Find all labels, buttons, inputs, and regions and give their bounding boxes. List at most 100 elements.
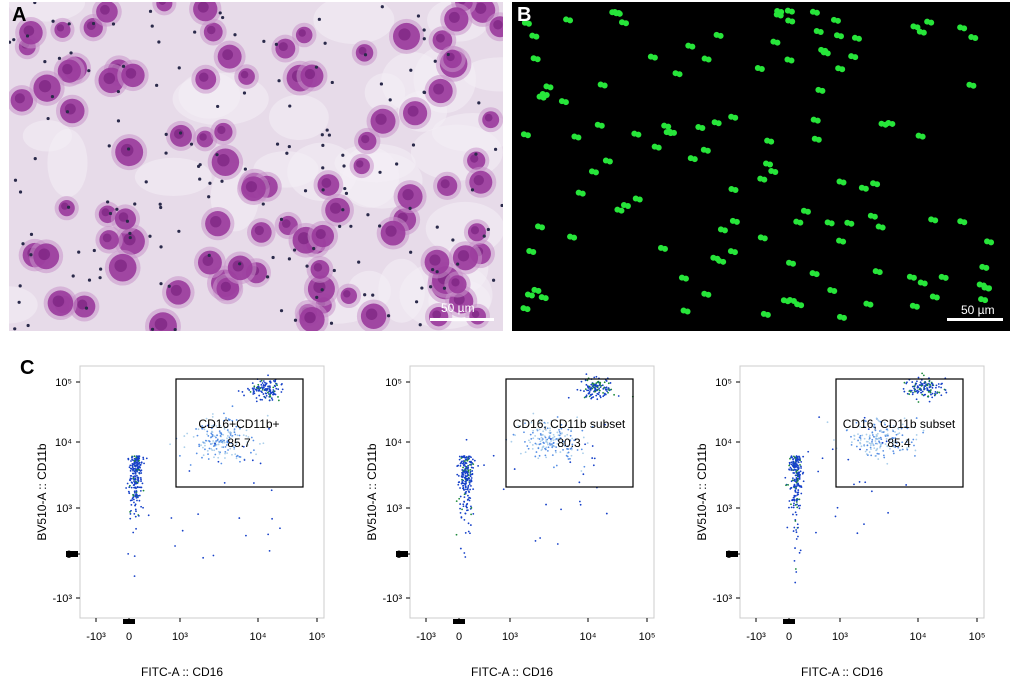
data-point [564,435,566,437]
data-point [502,488,505,491]
data-point [583,390,585,392]
micrograph-a-pore [470,188,475,192]
micrograph-a-pore [265,275,270,279]
micrograph-b-cell [635,131,642,138]
micrograph-a-pore [321,188,325,192]
data-point [879,436,882,439]
data-point [921,390,924,393]
data-point [856,532,859,535]
data-point [457,483,460,486]
data-point [587,389,590,392]
data-point [550,443,553,446]
micrograph-b-cell [817,29,824,36]
data-point [239,427,241,430]
data-point [465,482,468,484]
data-point [913,389,916,392]
data-point [570,447,573,449]
data-point [213,435,216,438]
data-point [140,478,142,481]
data-point [464,480,467,483]
micrograph-a-pore [159,205,163,210]
y-zero-marker [726,551,738,557]
data-point [940,386,943,389]
micrograph-b-cell [720,258,727,265]
data-point [245,429,248,432]
data-point [923,382,926,385]
data-point [127,490,130,493]
data-point [558,445,561,448]
micrograph-a-pore [99,267,103,271]
data-point [137,494,140,497]
data-point [466,506,468,509]
data-point [833,439,835,441]
micrograph-a-pore [71,274,75,278]
data-point [786,526,789,529]
data-point [907,446,910,449]
data-point [133,462,136,465]
data-point [800,465,802,468]
micrograph-b-image [520,7,995,321]
micrograph-a-pore [474,152,478,156]
micrograph-a-pore [320,288,324,292]
data-point [867,428,870,431]
data-point [795,538,798,540]
data-point [229,431,232,434]
data-point [223,439,226,442]
data-point [831,448,834,451]
data-point [470,513,472,516]
micrograph-b-cell [684,308,691,315]
micrograph-a-nucleus [402,189,414,201]
micrograph-a-pore [321,166,325,170]
micrograph-a-pore [357,260,361,264]
data-point [793,484,796,487]
data-point [560,427,563,430]
data-point [544,422,547,425]
data-point [603,386,605,389]
micrograph-a-nucleus [356,160,364,168]
micrograph-b-cell [840,179,847,186]
data-point [876,442,879,445]
micrograph-a-nucleus [197,2,209,13]
data-point [537,457,540,460]
micrograph-a-pore [148,234,152,238]
y-axis-label: BV510-A :: CD11b [695,443,709,540]
micrograph-a-pore [329,321,334,325]
data-point [268,549,271,552]
micrograph-a-nucleus [170,284,182,296]
data-point [543,442,545,445]
data-point [566,433,569,436]
micrograph-a-pore [198,177,202,181]
data-point [886,444,889,447]
micrograph-b-cell [889,120,896,127]
data-point [546,441,549,444]
scale-bar-label-b: 50 µm [961,303,995,317]
data-point [886,429,889,432]
micrograph-a-nucleus [210,215,222,228]
data-point [559,451,562,453]
data-point [928,379,931,382]
data-point [251,387,254,390]
micrograph-b-cell [528,292,535,299]
micrograph-a-pore [128,231,132,235]
data-point [549,438,552,440]
data-point [224,450,227,453]
micrograph-a-pore [341,208,345,212]
data-point [169,443,171,446]
data-point [903,417,906,420]
micrograph-a-pore [29,253,33,257]
data-point [569,440,571,443]
data-point [217,443,220,446]
data-point [189,464,192,466]
data-point [586,385,589,387]
micrograph-a-pore [67,22,71,26]
micrograph-a-nucleus [114,259,127,272]
micrograph-a-pore [317,17,321,21]
data-point [588,387,591,389]
micrograph-a-nucleus [457,250,470,262]
data-point [134,478,137,481]
micrograph-a-pore [29,232,34,236]
micrograph-a-nucleus [281,219,291,228]
data-point [137,455,140,458]
micrograph-a-pore [277,79,281,83]
data-point [592,396,595,398]
